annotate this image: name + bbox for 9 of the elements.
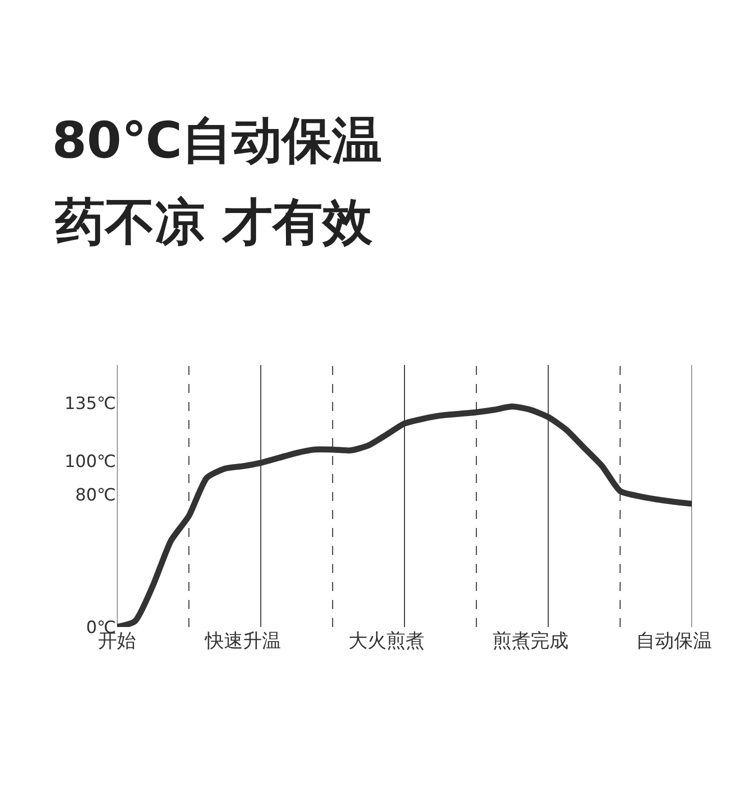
chart-title: 80℃自动保温: [52, 112, 382, 170]
x-tick-label: 自动保温: [636, 630, 712, 652]
y-tick-label: 100℃: [64, 452, 116, 472]
x-tick-label: 快速升温: [204, 630, 281, 652]
chart-subtitle: 药不凉 才有效: [54, 193, 374, 251]
x-tick-label: 大火煎煮: [348, 630, 425, 652]
x-tick-label: 煎煮完成: [492, 630, 568, 652]
y-tick-label: 135℃: [64, 394, 116, 414]
y-tick-label: 80℃: [75, 485, 116, 506]
